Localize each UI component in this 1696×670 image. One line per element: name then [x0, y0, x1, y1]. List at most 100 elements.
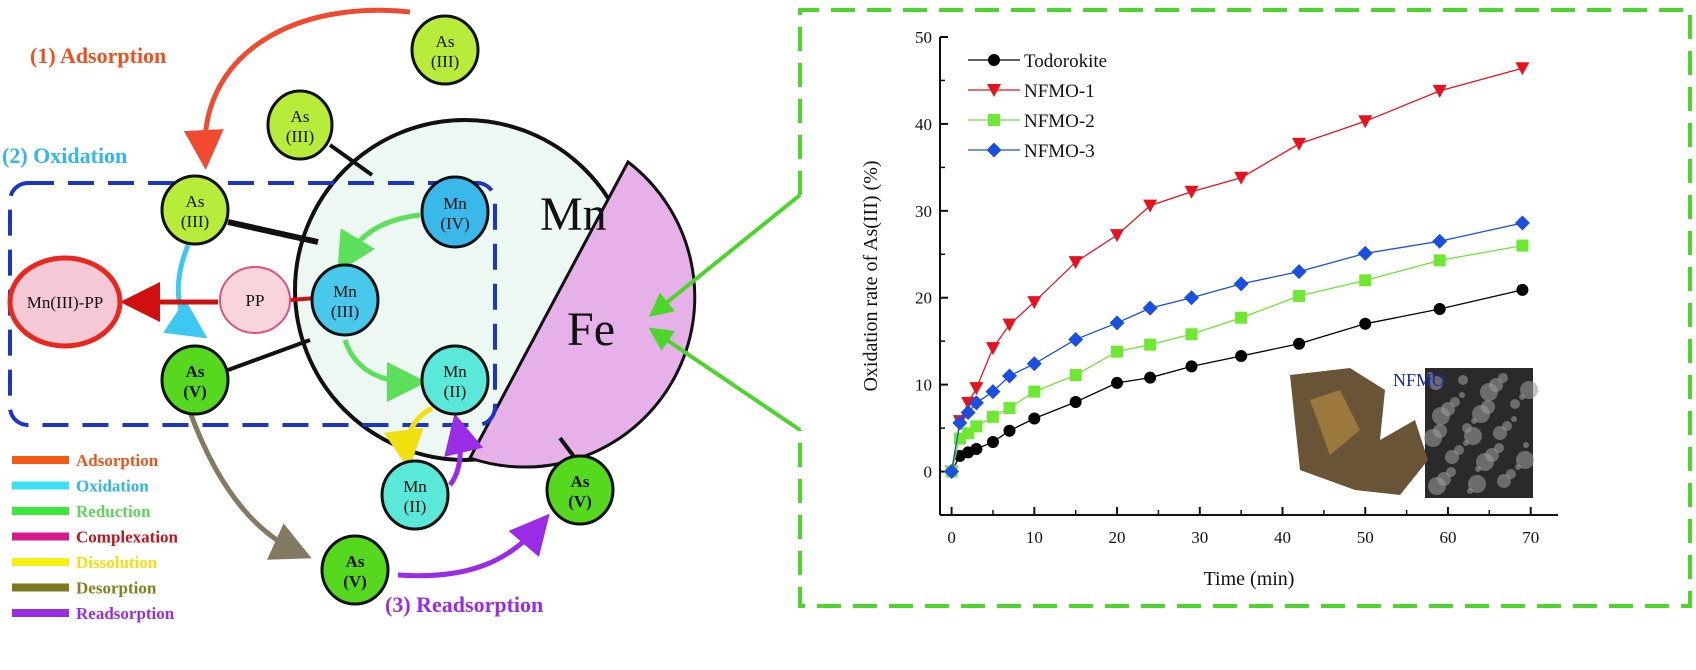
node-label: As: [571, 472, 590, 491]
data-point: [1143, 199, 1158, 213]
data-point: [1433, 254, 1446, 267]
mn-label: Mn: [540, 188, 607, 241]
node-label: (II): [404, 497, 427, 516]
legend-item-readsorption: Readsorption: [12, 604, 175, 623]
node-as3-box: As(III): [160, 174, 230, 246]
data-point: [1359, 274, 1372, 287]
chart-legend-label: Todorokite: [1024, 51, 1107, 72]
legend-swatch: [12, 507, 69, 515]
inset-label: NFMO: [1393, 370, 1445, 390]
data-point: [1069, 396, 1082, 409]
legend-label: Desorption: [76, 579, 157, 598]
node-label: As: [186, 362, 205, 381]
data-point: [1234, 171, 1249, 185]
data-point: [1514, 215, 1530, 231]
node-label: (III): [331, 302, 359, 321]
node-mn3-pp: Mn(III)-PP: [7, 255, 123, 349]
legend-swatch: [12, 532, 69, 541]
data-point: [1068, 256, 1083, 270]
data-point: [985, 342, 1000, 356]
y-tick-label: 20: [915, 289, 932, 308]
data-point: [988, 54, 1000, 66]
data-point: [961, 396, 976, 410]
data-point: [970, 420, 983, 433]
data-point: [1293, 289, 1306, 302]
chart-legend-label: NFMO-1: [1024, 81, 1095, 102]
data-point: [1293, 337, 1306, 350]
node-label: (II): [444, 382, 467, 401]
node-label: Mn: [443, 362, 467, 381]
series-line: [950, 67, 1523, 472]
data-point: [944, 464, 960, 480]
x-tick-label: 30: [1191, 528, 1208, 547]
legend-label: Adsorption: [76, 451, 159, 470]
data-point: [1003, 402, 1016, 415]
legend-item-reduction: Reduction: [12, 502, 151, 521]
data-point: [1432, 233, 1448, 249]
node-label: (V): [568, 492, 592, 511]
node-label: (IV): [440, 214, 469, 233]
data-point: [985, 384, 1001, 400]
data-point: [1235, 311, 1248, 324]
data-point: [1292, 137, 1307, 151]
chart-legend-item: NFMO-3: [968, 141, 1095, 162]
data-point: [1028, 412, 1041, 425]
legend-swatch: [12, 481, 69, 490]
data-point: [1185, 328, 1198, 341]
data-point: [1515, 62, 1530, 76]
x-tick-label: 70: [1522, 528, 1539, 547]
node-label: PP: [246, 291, 265, 310]
node-pp: PP: [219, 266, 291, 334]
process-arrows: [120, 7, 550, 579]
fe-label: Fe: [567, 303, 615, 356]
data-point: [1233, 276, 1249, 292]
legend-label: Reduction: [76, 502, 151, 521]
data-point: [969, 382, 984, 396]
node-label: (III): [181, 212, 209, 231]
chart-legend-label: NFMO-3: [1024, 141, 1095, 162]
data-point: [1027, 296, 1042, 310]
node-as3-mid: As(III): [266, 89, 334, 161]
x-tick-label: 0: [947, 528, 956, 547]
data-point: [1026, 356, 1042, 372]
node-label: (III): [286, 127, 314, 146]
data-point: [1109, 315, 1125, 331]
data-point: [1359, 317, 1372, 330]
data-point: [1111, 345, 1124, 358]
legend-item-complexation: Complexation: [12, 528, 179, 547]
node-label: As: [291, 107, 310, 126]
node-label: Mn: [333, 282, 357, 301]
data-point: [986, 142, 1002, 158]
x-tick-label: 20: [1109, 528, 1126, 547]
data-point: [1184, 290, 1200, 306]
data-point: [1516, 239, 1529, 252]
y-tick-label: 50: [915, 28, 932, 47]
y-tick-label: 30: [915, 202, 932, 221]
node-label: As: [436, 32, 455, 51]
chart-legend-item: NFMO-1: [968, 81, 1095, 102]
data-point: [1433, 303, 1446, 316]
node-as5-box: As(V): [160, 344, 230, 416]
x-tick-label: 40: [1274, 528, 1291, 547]
oxidation-rate-chart: 0 10 20 30 40 50 0 10 20 30 40 50 60 70 Time (min) Oxid…: [860, 28, 1558, 590]
data-point: [987, 84, 1001, 97]
data-point: [986, 410, 999, 423]
node-label: (V): [343, 572, 367, 591]
data-point: [1516, 283, 1529, 296]
node-label: (III): [431, 52, 459, 71]
x-axis-label: Time (min): [1204, 568, 1295, 590]
legend-item-oxidation: Oxidation: [12, 477, 149, 496]
legend-item-desorption: Desorption: [12, 579, 157, 598]
node-label: As: [346, 552, 365, 571]
chart-legend-label: NFMO-2: [1024, 111, 1095, 132]
legend-item-adsorption: Adsorption: [12, 451, 159, 470]
data-point: [1291, 264, 1307, 280]
node-label: As: [186, 192, 205, 211]
process-legend: Adsorption Oxidation Reduction Complexation…: [12, 451, 179, 623]
data-point: [1357, 245, 1373, 261]
legend-label: Dissolution: [76, 553, 158, 572]
legend-label: Oxidation: [76, 477, 149, 496]
data-point: [1111, 376, 1124, 389]
data-point: [1184, 185, 1199, 199]
